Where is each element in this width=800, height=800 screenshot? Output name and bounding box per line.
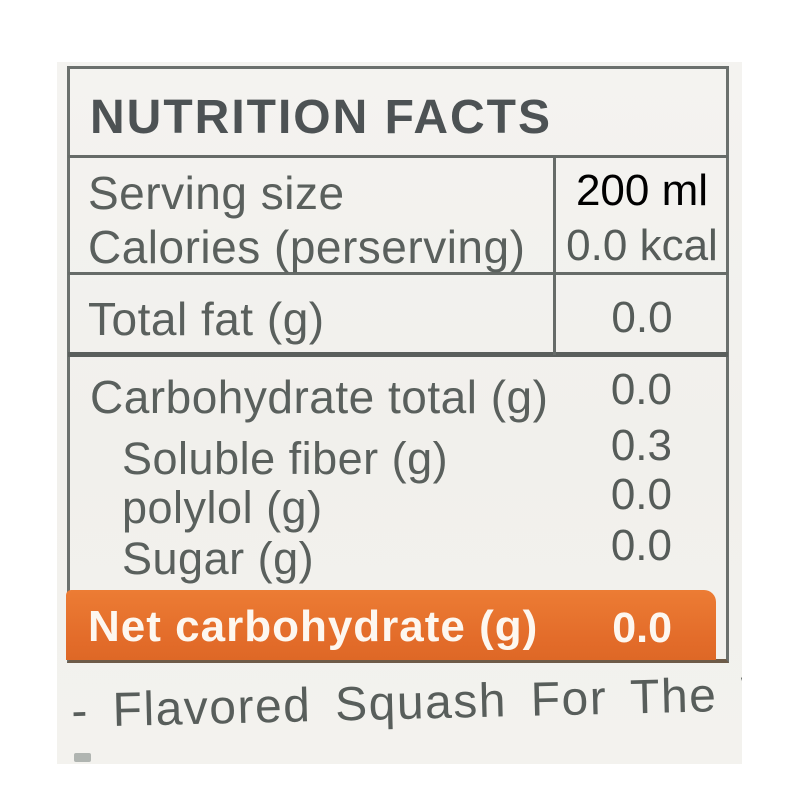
- serving-size-label: Serving size: [88, 167, 345, 219]
- net-carbohydrate-value: 0.0: [612, 604, 672, 652]
- carbohydrate-total-label: Carbohydrate total (g): [90, 371, 549, 423]
- column-divider-line: [553, 157, 556, 355]
- polylol-label: polylol (g): [122, 482, 323, 533]
- footer-tagline: - Flavored Squash For The Wh: [70, 676, 742, 739]
- serving-size-value: 200 ml: [575, 166, 709, 215]
- footer-clip-region: - Flavored Squash For The Wh: [60, 676, 742, 760]
- total-fat-label: Total fat (g): [88, 293, 325, 345]
- sugar-label: Sugar (g): [122, 533, 315, 584]
- total-fat-value: 0.0: [611, 293, 673, 342]
- sugar-value: 0.0: [610, 521, 672, 570]
- calories-label: Calories (perserving): [88, 221, 526, 273]
- section-divider-line: [68, 352, 728, 357]
- cropped-text-fragment: [74, 753, 91, 762]
- header-divider-line: [68, 155, 728, 158]
- polylol-value: 0.0: [610, 470, 672, 519]
- calories-value: 0.0 kcal: [566, 221, 718, 270]
- net-carbohydrate-label: Net carbohydrate (g): [88, 602, 539, 651]
- nutrition-table-frame: [67, 66, 729, 663]
- nutrition-facts-title: NUTRITION FACTS: [90, 91, 552, 144]
- net-carbohydrate-highlight-row: [66, 590, 716, 660]
- row-divider-line: [68, 272, 728, 275]
- carbohydrate-total-value: 0.0: [610, 365, 672, 414]
- soluble-fiber-label: Soluble fiber (g): [122, 433, 449, 484]
- soluble-fiber-value: 0.3: [610, 421, 672, 470]
